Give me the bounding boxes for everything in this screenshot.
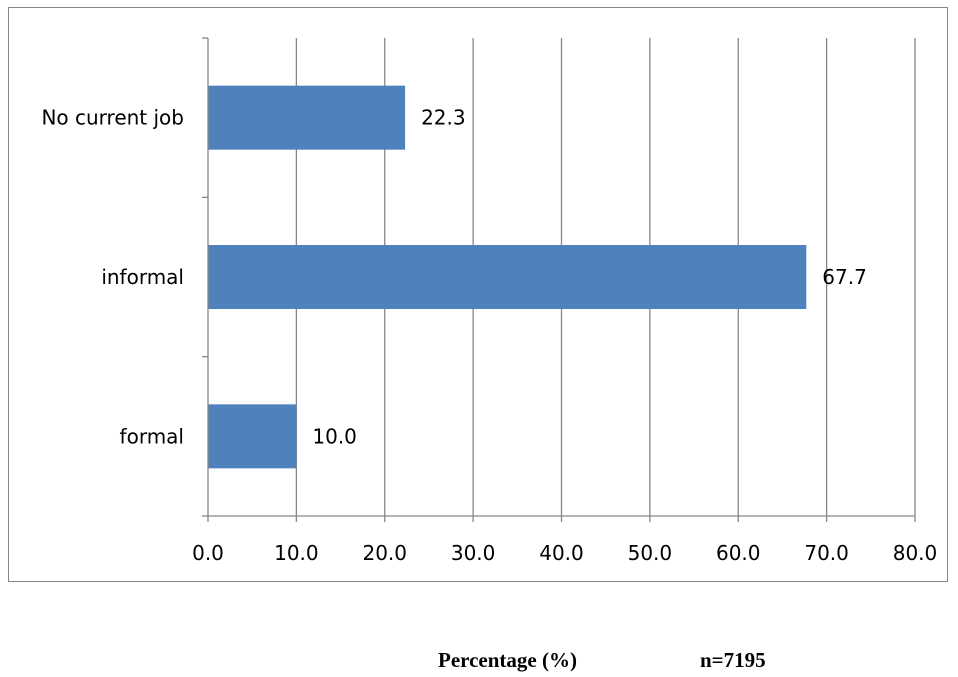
data-label: 22.3 — [421, 106, 466, 130]
bars — [208, 85, 807, 469]
tick-labels: 0.0 10.0 20.0 30.0 40.0 50.0 60.0 70.0 80.0 — [192, 541, 937, 565]
category-labels: No current job informal formal — [41, 106, 184, 449]
data-label: 10.0 — [312, 424, 357, 448]
x-axis-label: Percentage (%) — [438, 648, 577, 672]
data-labels: 22.3 67.7 10.0 — [312, 106, 866, 449]
x-tick-label: 80.0 — [893, 541, 938, 565]
x-tick-label: 30.0 — [451, 541, 496, 565]
x-tick-label: 10.0 — [274, 541, 319, 565]
data-label: 67.7 — [822, 265, 867, 289]
x-tick-label: 0.0 — [192, 541, 224, 565]
chart-frame — [8, 7, 948, 582]
bar — [208, 404, 297, 469]
category-label: informal — [101, 265, 184, 289]
x-tick-label: 60.0 — [716, 541, 761, 565]
x-tick-label: 50.0 — [628, 541, 673, 565]
axes — [202, 37, 916, 522]
x-tick-label: 40.0 — [539, 541, 584, 565]
bar — [208, 85, 406, 150]
category-label: formal — [120, 424, 184, 448]
x-tick-label: 20.0 — [362, 541, 407, 565]
sample-size-note: n=7195 — [700, 648, 766, 672]
x-tick-label: 70.0 — [804, 541, 849, 565]
category-label: No current job — [41, 106, 184, 130]
bar — [208, 245, 807, 309]
